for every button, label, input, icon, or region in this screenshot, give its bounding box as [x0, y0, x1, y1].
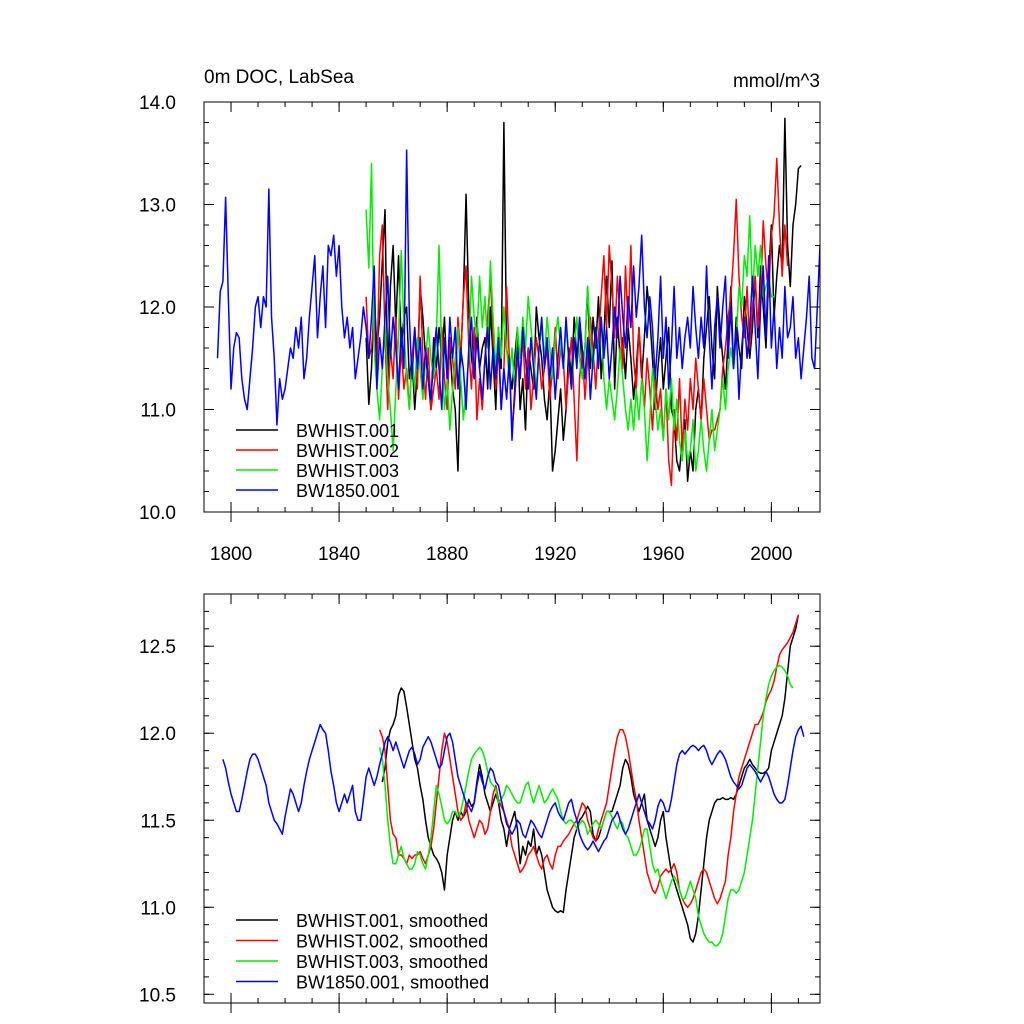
bottom-legend-label-bwhist-003-smoothed: BWHIST.003, smoothed	[296, 952, 488, 972]
bottom-series-line-bw1850-001-smoothed	[222, 723, 805, 853]
bottom-legend-label-bwhist-002-smoothed: BWHIST.002, smoothed	[296, 932, 488, 952]
bottom-legend-label-bwhist-001-smoothed: BWHIST.001, smoothed	[296, 911, 488, 931]
top-x-tick-label: 2000	[750, 544, 792, 565]
top-legend-label-bw1850-001: BW1850.001	[296, 481, 400, 501]
top-y-tick-label: 12.0	[139, 298, 176, 319]
bottom-series-line-bwhist-003-smoothed	[378, 664, 794, 947]
bottom-panel-axes: 10.5 11.0 11.5 12.0 12.5	[139, 593, 821, 1013]
top-x-tick-label: 1840	[318, 544, 360, 565]
top-panel-title: 0m DOC, LabSea	[204, 67, 354, 88]
top-legend-label-bwhist-001: BWHIST.001	[296, 421, 399, 441]
bottom-y-tick-label: 12.5	[139, 637, 176, 658]
bottom-y-tick-label: 11.0	[140, 898, 176, 919]
top-panel-series-group	[216, 117, 820, 487]
bottom-panel-series-group	[222, 614, 805, 947]
top-y-tick-label: 11.0	[140, 401, 176, 422]
top-series-line-bw1850-001	[216, 149, 820, 441]
top-y-tick-label: 14.0	[139, 93, 176, 114]
top-panel: 0m DOC, LabSea mmol/m^3 10.0 11.0 12.0 13.0…	[139, 67, 821, 565]
top-series-line-bwhist-002	[365, 157, 789, 487]
top-legend-label-bwhist-003: BWHIST.003	[296, 461, 399, 481]
top-y-tick-label: 13.0	[139, 196, 176, 217]
top-panel-units: mmol/m^3	[733, 71, 820, 92]
bottom-y-tick-label: 11.5	[140, 811, 176, 832]
bottom-series-line-bwhist-001-smoothed	[381, 614, 800, 943]
bottom-plot-frame	[203, 593, 821, 1004]
top-x-tick-label: 1920	[534, 544, 576, 565]
bottom-panel: 10.5 11.0 11.5 12.0 12.5 BWHIST.001, smoothe…	[139, 593, 821, 1013]
top-panel-axes: 10.0 11.0 12.0 13.0 14.0 1800 1840 1880 1920 1960…	[139, 93, 821, 565]
bottom-series-line-bwhist-002-smoothed	[378, 614, 800, 909]
top-x-tick-label: 1960	[642, 544, 684, 565]
top-x-tick-label: 1800	[210, 544, 252, 565]
bottom-legend-label-bw1850-001-smoothed: BW1850.001, smoothed	[296, 973, 489, 993]
top-y-tick-label: 10.0	[139, 503, 176, 524]
top-legend-label-bwhist-002: BWHIST.002	[296, 441, 399, 461]
bottom-y-tick-label: 12.0	[139, 724, 176, 745]
bottom-y-tick-label: 10.5	[139, 985, 176, 1006]
top-x-tick-label: 1880	[426, 544, 468, 565]
